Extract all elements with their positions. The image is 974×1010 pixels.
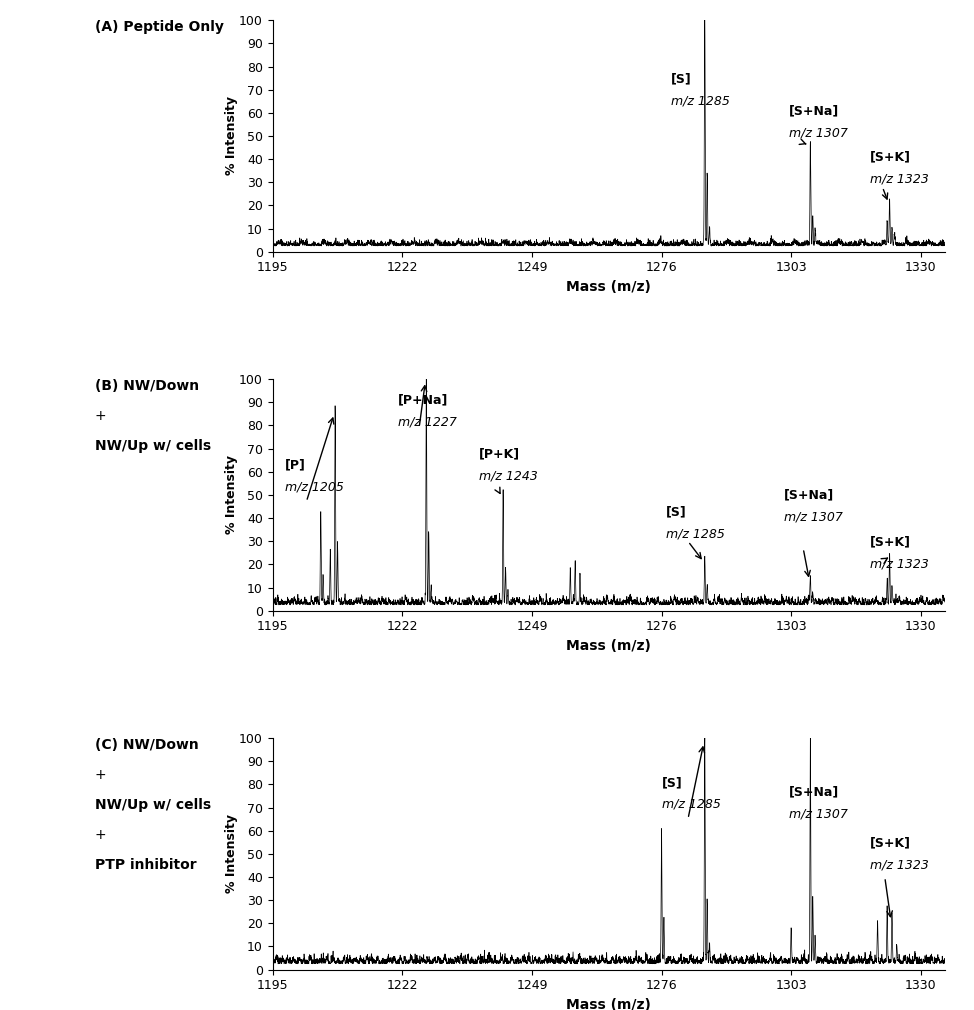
Text: (C) NW/Down: (C) NW/Down bbox=[94, 738, 199, 752]
Text: [S]: [S] bbox=[666, 505, 687, 518]
Text: m/z 1243: m/z 1243 bbox=[479, 470, 538, 482]
Text: +: + bbox=[94, 828, 106, 842]
Text: m/z 1307: m/z 1307 bbox=[789, 126, 847, 139]
Text: [S+Na]: [S+Na] bbox=[789, 104, 839, 117]
Text: m/z 1285: m/z 1285 bbox=[661, 798, 721, 811]
Text: m/z 1227: m/z 1227 bbox=[397, 416, 457, 429]
Text: [S]: [S] bbox=[661, 776, 683, 789]
Text: +: + bbox=[94, 409, 106, 423]
Text: [S+K]: [S+K] bbox=[871, 836, 912, 849]
Text: [S+Na]: [S+Na] bbox=[784, 489, 834, 502]
X-axis label: Mass (m/z): Mass (m/z) bbox=[566, 998, 652, 1010]
Text: m/z 1323: m/z 1323 bbox=[871, 858, 929, 872]
Text: NW/Up w/ cells: NW/Up w/ cells bbox=[94, 798, 210, 812]
Text: [P+Na]: [P+Na] bbox=[397, 394, 448, 407]
Y-axis label: % Intensity: % Intensity bbox=[225, 97, 238, 176]
Text: [S+K]: [S+K] bbox=[871, 535, 912, 548]
Text: (B) NW/Down: (B) NW/Down bbox=[94, 379, 199, 393]
Text: [S]: [S] bbox=[671, 72, 692, 85]
Text: [P+K]: [P+K] bbox=[479, 447, 520, 461]
Text: [S+K]: [S+K] bbox=[871, 150, 912, 164]
X-axis label: Mass (m/z): Mass (m/z) bbox=[566, 639, 652, 652]
Text: [P]: [P] bbox=[284, 459, 306, 472]
Text: +: + bbox=[94, 769, 106, 782]
Text: [S+Na]: [S+Na] bbox=[789, 785, 839, 798]
Text: m/z 1285: m/z 1285 bbox=[671, 94, 730, 107]
Text: PTP inhibitor: PTP inhibitor bbox=[94, 858, 196, 873]
Text: (A) Peptide Only: (A) Peptide Only bbox=[94, 20, 223, 34]
Text: m/z 1205: m/z 1205 bbox=[284, 481, 344, 494]
Text: m/z 1307: m/z 1307 bbox=[789, 807, 847, 820]
Y-axis label: % Intensity: % Intensity bbox=[225, 456, 238, 534]
X-axis label: Mass (m/z): Mass (m/z) bbox=[566, 280, 652, 294]
Text: m/z 1285: m/z 1285 bbox=[666, 527, 726, 540]
Text: m/z 1323: m/z 1323 bbox=[871, 173, 929, 186]
Text: NW/Up w/ cells: NW/Up w/ cells bbox=[94, 439, 210, 453]
Text: m/z 1307: m/z 1307 bbox=[784, 511, 843, 524]
Text: m/z 1323: m/z 1323 bbox=[871, 558, 929, 571]
Y-axis label: % Intensity: % Intensity bbox=[225, 814, 238, 893]
